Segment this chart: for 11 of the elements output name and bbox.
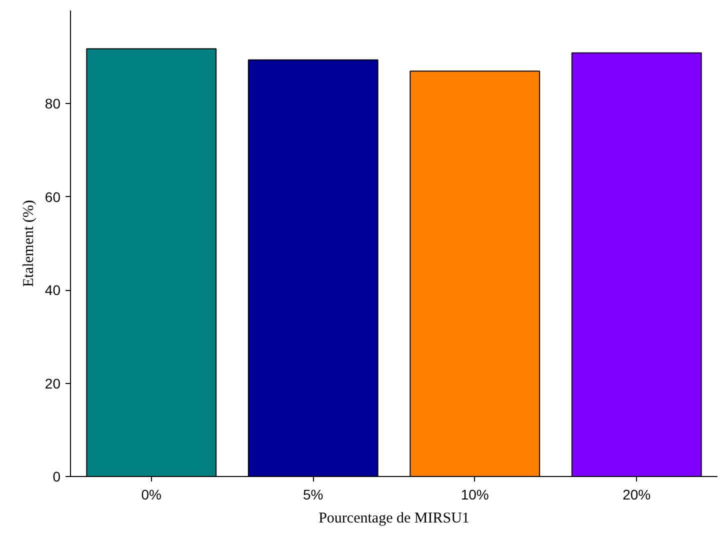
x-tick-label: 0% (141, 486, 162, 502)
x-axis-title: Pourcentage de MIRSU1 (318, 510, 470, 526)
y-tick-label: 60 (44, 188, 61, 205)
x-tick-label: 20% (622, 486, 651, 502)
y-axis-title: Etalement (%) (20, 200, 37, 288)
y-tick-label: 40 (44, 282, 61, 298)
y-tick-label: 20 (44, 375, 61, 392)
y-tick-label: 80 (44, 96, 61, 112)
x-tick-label: 10% (460, 486, 489, 502)
x-tick-label: 5% (303, 486, 324, 502)
y-tick-label: 0 (52, 468, 61, 484)
